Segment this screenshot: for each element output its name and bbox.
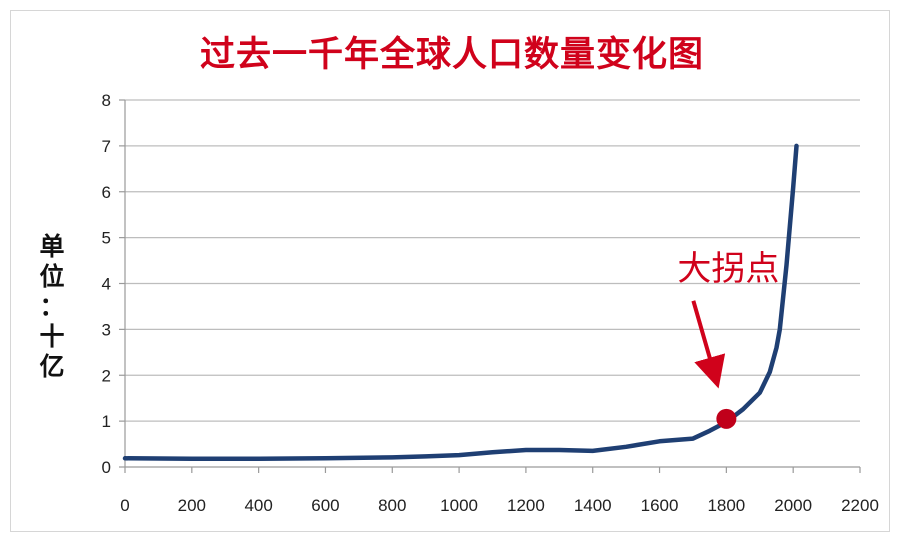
y-tick-label: 8 bbox=[102, 91, 111, 110]
x-tick-label: 800 bbox=[378, 496, 406, 515]
chart-frame bbox=[10, 10, 890, 532]
y-axis-label-char: 十 bbox=[39, 322, 65, 351]
x-tick-label: 1800 bbox=[707, 496, 745, 515]
chart-title: 过去一千年全球人口数量变化图 bbox=[199, 35, 704, 75]
y-axis-label-char: 单 bbox=[39, 232, 65, 261]
x-tick-label: 200 bbox=[178, 496, 206, 515]
x-tick-label: 400 bbox=[244, 496, 272, 515]
x-tick-label: 1200 bbox=[507, 496, 545, 515]
y-axis-label-char: 位 bbox=[39, 262, 65, 291]
y-axis-label: 单 位 ： 十 亿 bbox=[32, 232, 72, 382]
x-tick-label: 600 bbox=[311, 496, 339, 515]
y-tick-label: 2 bbox=[102, 366, 111, 385]
y-axis-label-char: ： bbox=[39, 292, 65, 321]
x-tick-label: 0 bbox=[120, 496, 129, 515]
x-tick-label: 1600 bbox=[641, 496, 679, 515]
annotation-label: 大拐点 bbox=[677, 249, 779, 289]
annotation-arrow bbox=[691, 300, 726, 389]
y-tick-label: 4 bbox=[102, 275, 111, 294]
y-tick-label: 1 bbox=[102, 412, 111, 431]
y-tick-label: 7 bbox=[102, 137, 111, 156]
x-tick-label: 1000 bbox=[440, 496, 478, 515]
x-tick-label: 2000 bbox=[774, 496, 812, 515]
y-tick-label: 6 bbox=[102, 183, 111, 202]
y-tick-label: 0 bbox=[102, 458, 111, 477]
y-tick-label: 5 bbox=[102, 229, 111, 248]
x-tick-label: 1400 bbox=[574, 496, 612, 515]
y-tick-label: 3 bbox=[102, 320, 111, 339]
y-axis-label-char: 亿 bbox=[39, 352, 65, 381]
turning-point-marker bbox=[716, 408, 737, 429]
population-line bbox=[122, 143, 799, 461]
x-tick-label: 2200 bbox=[841, 496, 879, 515]
